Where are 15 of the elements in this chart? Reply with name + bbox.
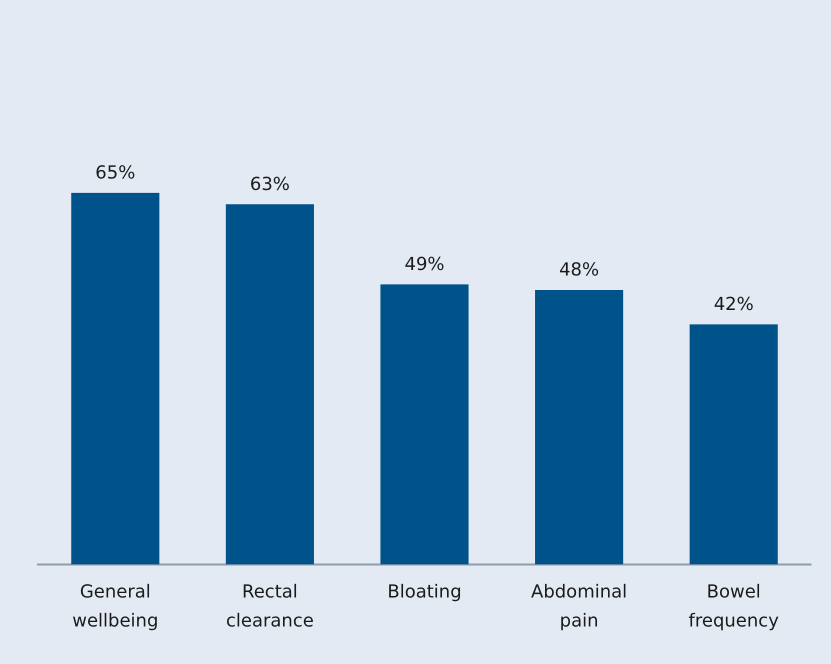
bar [535,290,624,564]
bar [380,284,469,564]
bar [226,204,314,564]
x-tick-label: General wellbeing [72,581,158,632]
data-label: 65% [95,162,136,184]
data-label: 42% [714,294,754,316]
bar [690,324,778,564]
data-label: 49% [404,254,445,276]
x-tick-label: Bloating [387,581,462,602]
data-label: 48% [559,260,600,281]
x-tick-label: Abdominal pain [531,581,628,632]
bar [71,192,160,564]
x-tick-label: Rectal clearance [226,581,314,632]
x-tick-label: Bowel frequency [688,581,780,632]
data-label: 63% [250,174,290,195]
